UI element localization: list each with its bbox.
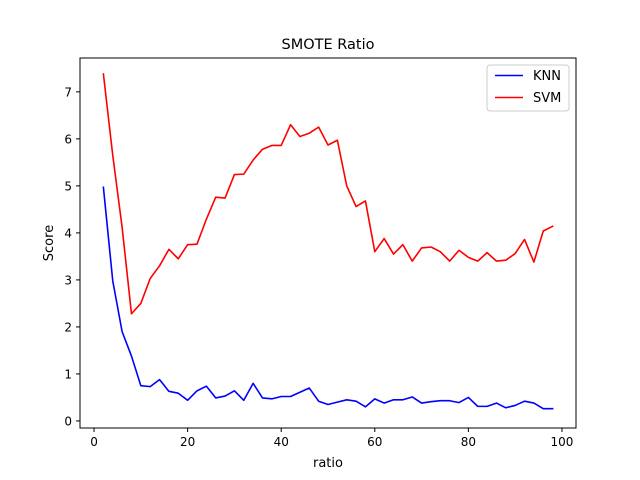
x-axis-label: ratio — [313, 456, 343, 471]
x-tick-label: 0 — [90, 435, 98, 449]
y-tick-label: 4 — [64, 226, 72, 240]
legend: KNN SVM — [486, 64, 570, 112]
y-tick-label: 5 — [64, 179, 72, 193]
series-lines — [102, 73, 554, 410]
series-line-knn — [102, 186, 554, 410]
x-tick-label: 20 — [180, 435, 195, 449]
y-axis: 0 1 2 3 4 5 6 7 — [64, 85, 80, 428]
y-tick-label: 6 — [64, 132, 72, 146]
chart-title: SMOTE Ratio — [282, 37, 375, 53]
x-tick-label: 40 — [274, 435, 289, 449]
x-tick-label: 80 — [461, 435, 476, 449]
legend-box — [486, 64, 570, 112]
y-tick-label: 1 — [64, 367, 72, 381]
y-axis-label: Score — [42, 225, 57, 261]
y-tick-label: 2 — [64, 320, 72, 334]
legend-label-svm: SVM — [533, 91, 561, 106]
y-tick-label: 7 — [64, 85, 72, 99]
series-line-svm — [102, 73, 554, 315]
x-tick-label: 60 — [367, 435, 382, 449]
plot-area — [79, 57, 577, 429]
legend-label-knn: KNN — [533, 69, 561, 84]
x-axis: 0 20 40 60 80 100 — [90, 428, 573, 449]
y-tick-label: 3 — [64, 273, 72, 287]
x-tick-label: 100 — [551, 435, 574, 449]
y-tick-label: 0 — [64, 414, 72, 428]
